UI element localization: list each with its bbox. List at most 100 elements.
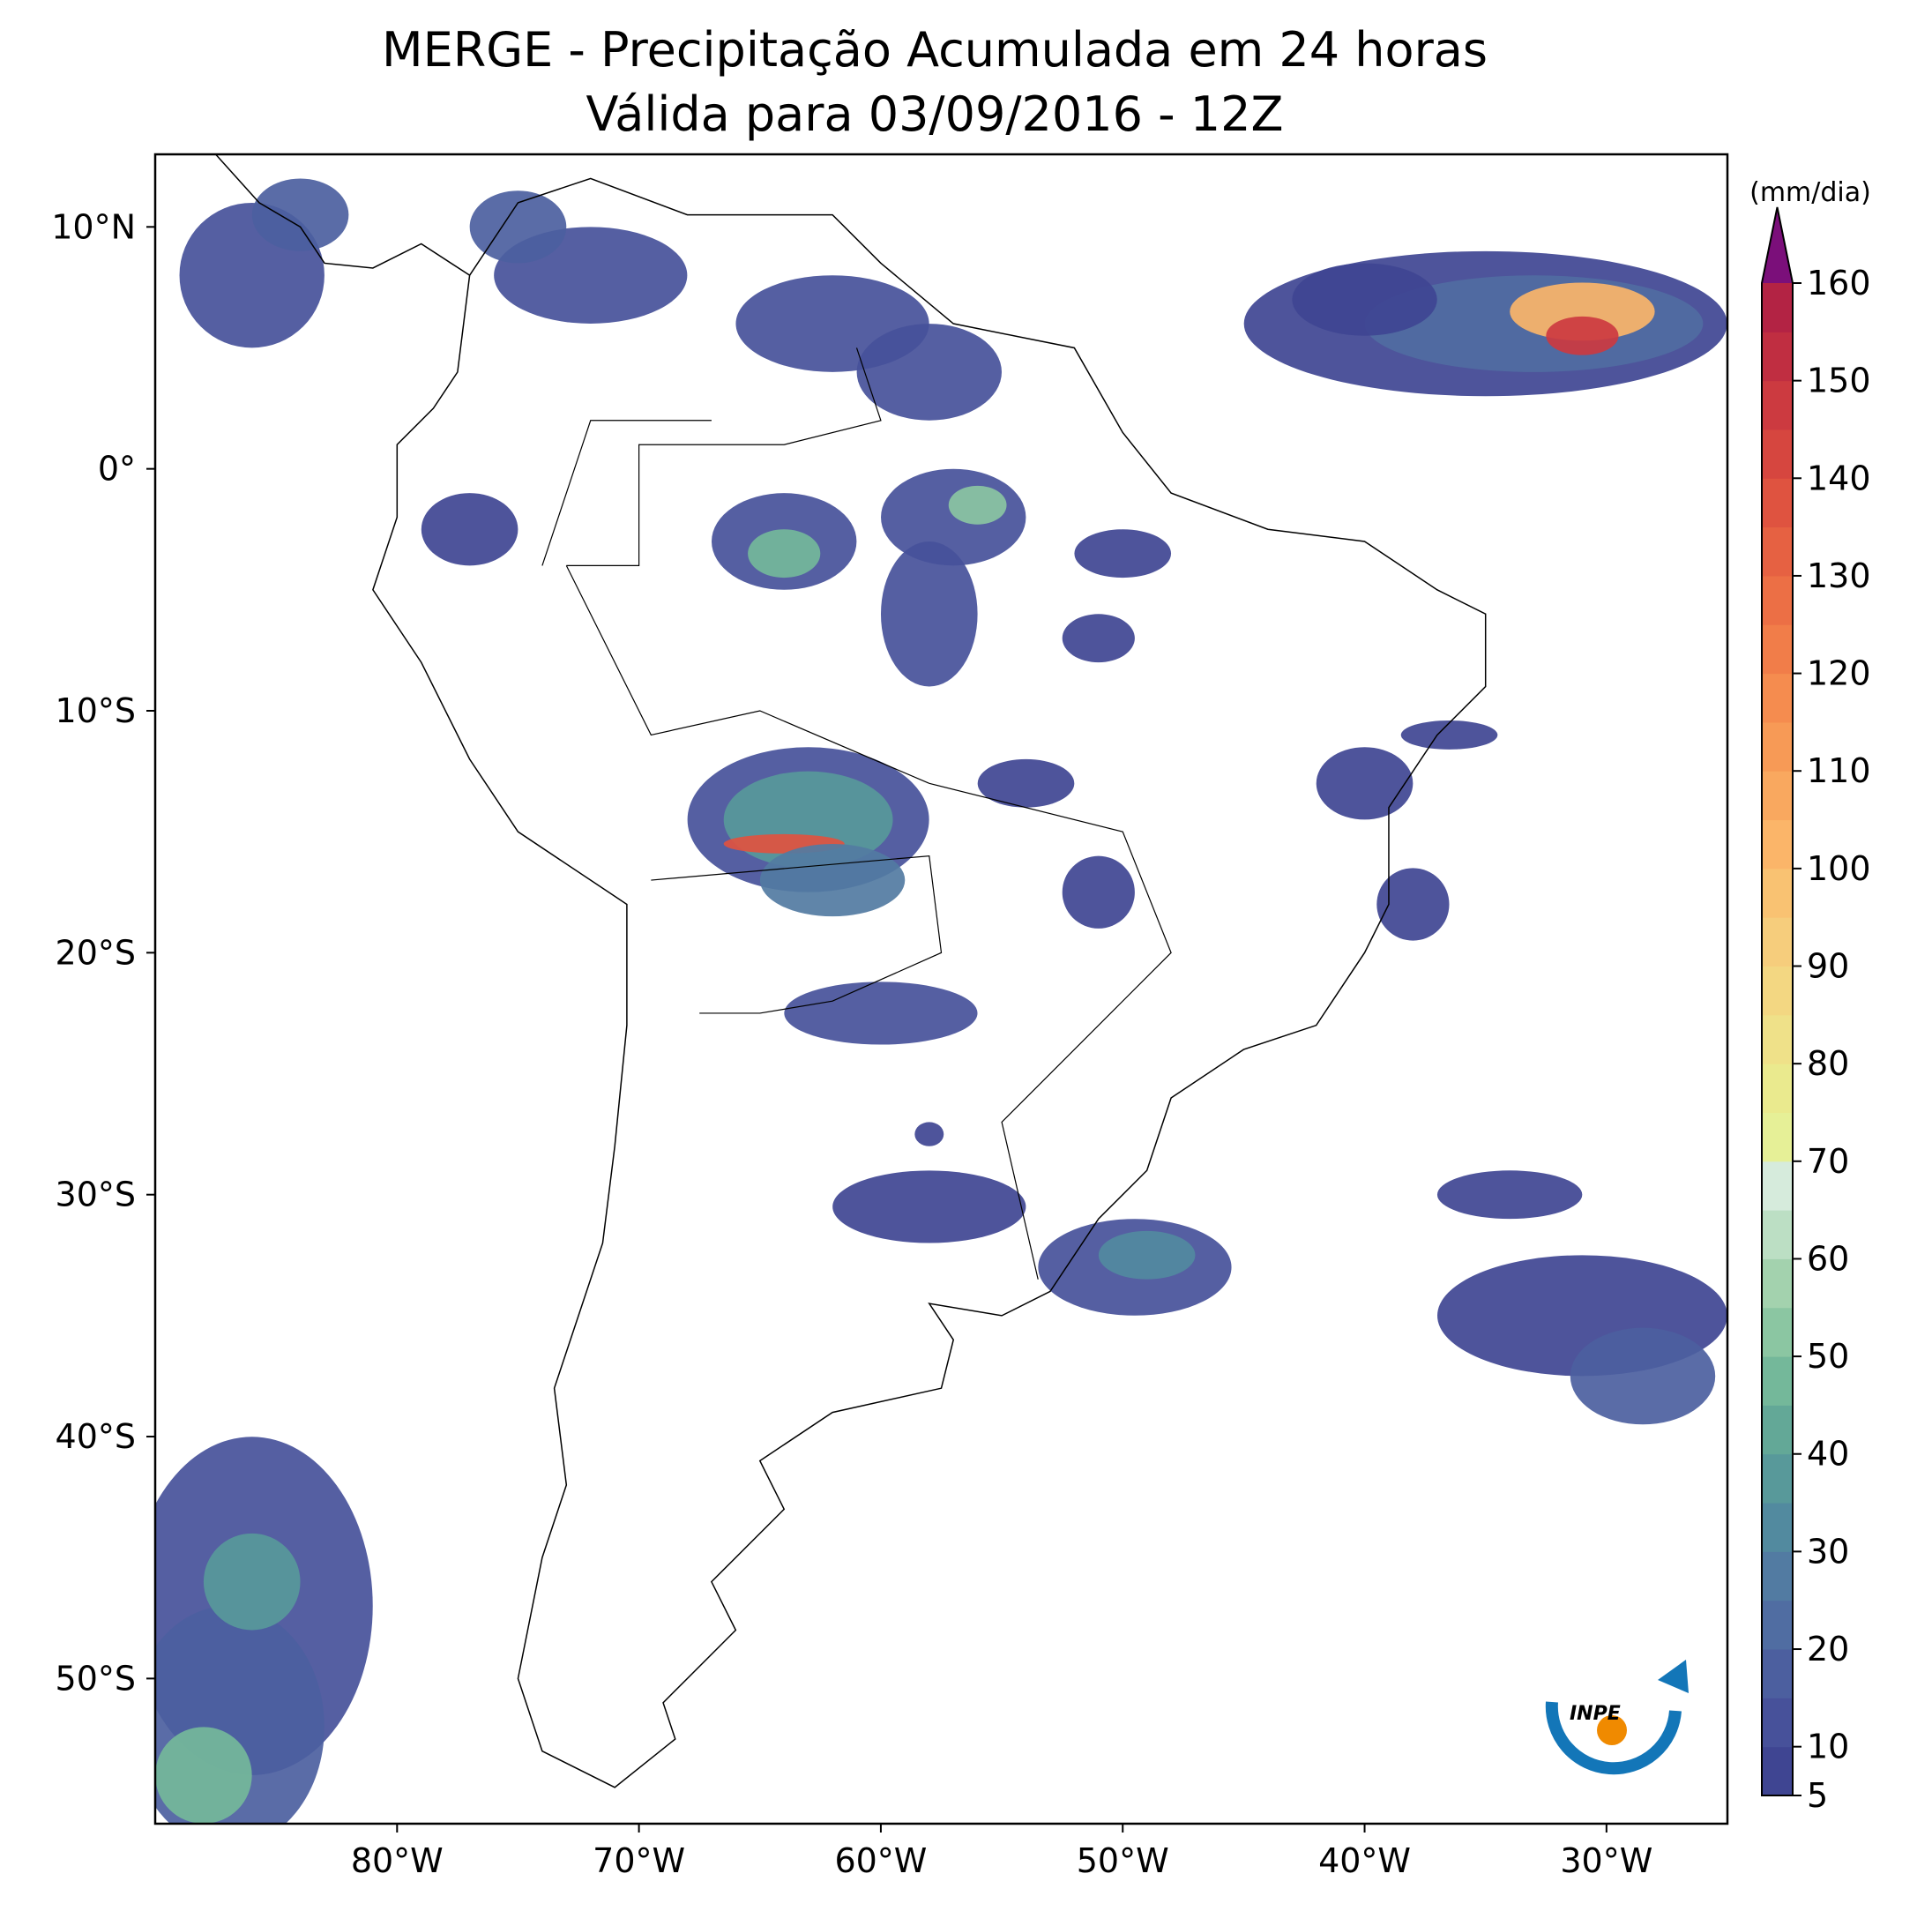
colorbar-segment [1762,1161,1793,1211]
colorbar-tick-label: 160 [1807,264,1871,302]
colorbar-segment [1762,624,1793,675]
precip-area [421,493,518,566]
y-tick-label: 0° [98,450,136,489]
x-tick-label: 40°W [1318,1841,1411,1880]
colorbar-segment [1762,1014,1793,1064]
colorbar-segment [1762,526,1793,577]
colorbar-tick-label: 50 [1807,1337,1849,1376]
precip-area [948,485,1007,525]
colorbar-tick-label: 120 [1807,654,1871,693]
colorbar-tick-label: 130 [1807,556,1871,595]
colorbar-segment [1762,1356,1793,1406]
precip-area [880,541,978,687]
colorbar-segment [1762,429,1793,479]
y-tick-label: 40°S [56,1417,136,1456]
colorbar-extend [1762,207,1793,283]
precip-area [1510,282,1655,341]
colorbar-tick-label: 80 [1807,1044,1849,1083]
precip-area [1074,529,1172,579]
colorbar-segment [1762,575,1793,625]
colorbar-segment [1762,1453,1793,1504]
colorbar-tick-label: 20 [1807,1630,1849,1668]
y-tick-label: 30°S [56,1176,136,1214]
precip-area [1062,614,1135,663]
coastline [213,154,471,276]
precip-area [1376,868,1450,941]
precip-area [1316,747,1414,820]
colorbar-segment [1762,478,1793,528]
colorbar-tick-label: 90 [1807,947,1849,986]
colorbar-segment [1762,1698,1793,1748]
colorbar-segment [1762,283,1793,332]
logo-arrow [1658,1660,1689,1693]
colorbar-segment [1762,1405,1793,1455]
colorbar-segment [1762,966,1793,1016]
colorbar-tick-label: 150 [1807,362,1871,400]
precip-area [832,1170,1026,1243]
precip-area [1570,1327,1716,1425]
coastline [372,177,1487,1788]
colorbar-tick-label: 40 [1807,1435,1849,1474]
x-tick-label: 80°W [351,1841,444,1880]
colorbar-tick-label: 100 [1807,849,1871,888]
colorbar-segment [1762,1112,1793,1162]
y-tick-label: 50°S [56,1659,136,1698]
colorbar-tick-label: 140 [1807,459,1871,497]
colorbar-segment [1762,819,1793,870]
y-tick-label: 20°S [56,933,136,972]
logo-arc [1545,1701,1682,1775]
colorbar-segment [1762,1551,1793,1601]
precip-area [1292,263,1437,336]
inpe-logo: INPE [1545,1660,1689,1775]
precip-area [784,982,978,1045]
colorbar-segment [1762,868,1793,918]
precip-area [251,178,349,251]
colorbar-segment [1762,1600,1793,1650]
logo-dot [1597,1715,1627,1745]
precip-area [155,1727,252,1824]
precip-area [1546,316,1619,355]
precip-area [1436,1170,1583,1220]
colorbar-outline [1761,206,1794,1796]
border [566,347,882,566]
colorbar-tick-label: 60 [1807,1239,1849,1278]
precip-area [977,758,1075,808]
subtitle: Válida para 03/09/2016 - 12Z [586,86,1284,142]
border [929,782,1172,1280]
colorbar-segment [1762,380,1793,430]
colorbar-tick-label: 10 [1807,1728,1849,1766]
precip-area [1400,720,1498,750]
border [541,420,712,566]
precip-area [203,1533,301,1631]
precip-area [759,843,906,917]
precip-area [914,1122,944,1146]
colorbar-segment [1762,1649,1793,1698]
colorbar-segment [1762,1064,1793,1113]
precip-area [881,468,1026,566]
x-tick-label: 30°W [1560,1841,1652,1880]
border [651,855,943,1014]
precip-area [1062,855,1135,929]
title: MERGE - Precipitação Acumulada em 24 hor… [382,22,1488,78]
logo-text: INPE [1570,1703,1621,1725]
colorbar-segment [1762,1503,1793,1552]
colorbar-segment [1762,1210,1793,1259]
colorbar-segment [1762,1307,1793,1357]
y-tick-label: 10°S [56,691,136,730]
map-content [155,154,1727,1824]
precip-area [856,324,1002,421]
map-frame [153,153,1729,1825]
colorbar-tick-label: 5 [1807,1776,1828,1815]
border [565,565,930,784]
precip-area [469,190,567,264]
precip-area [748,529,821,579]
colorbar-segment [1762,917,1793,967]
colorbar-segment [1762,673,1793,723]
colorbar-tick-label: 110 [1807,751,1871,790]
y-tick-label: 10°N [51,207,136,246]
precip-area [1098,1230,1196,1280]
x-tick-label: 60°W [834,1841,927,1880]
map-layer [155,154,1727,1824]
colorbar-segment [1762,1746,1793,1796]
